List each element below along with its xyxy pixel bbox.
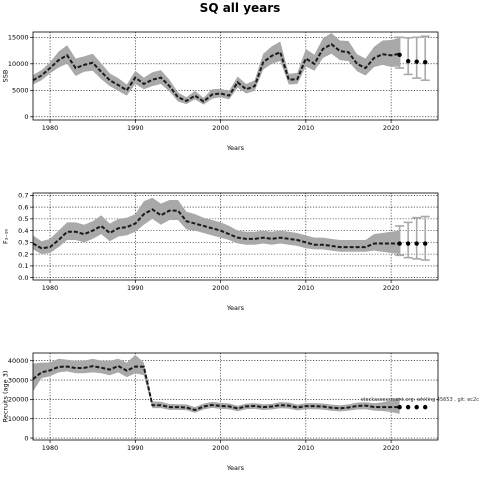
y-tick-label: 0.1	[18, 262, 28, 270]
confidence-band	[33, 197, 400, 255]
forecast-point	[397, 404, 402, 410]
forecast-point	[405, 58, 411, 64]
x-axis-label: Years	[226, 304, 245, 312]
estimate-line	[32, 364, 400, 412]
source-note: stockassessment.org: whiting 45653 , git…	[361, 397, 479, 403]
y-tick-label: 0.5	[18, 215, 28, 223]
figure-title: SQ all years	[200, 1, 281, 15]
forecast-point	[414, 59, 419, 64]
axes-frame	[32, 31, 439, 121]
y-tick-label: 20000	[8, 396, 29, 404]
x-tick-label: 2010	[298, 284, 315, 292]
y-tick-label: 10000	[8, 60, 29, 68]
estimate-line	[32, 208, 400, 250]
forecast-point	[414, 404, 419, 410]
x-tick-label: 2000	[212, 124, 229, 132]
x-tick-label: 2000	[212, 444, 229, 452]
y-axis-label: Recruits (age 3)	[2, 371, 10, 423]
x-axis-label: Years	[226, 464, 245, 472]
x-tick-label: 1980	[42, 444, 59, 452]
x-tick-label: 2010	[298, 444, 315, 452]
x-tick-label: 2020	[383, 284, 400, 292]
y-tick-label: 0	[24, 113, 28, 121]
y-tick-label: 0.2	[18, 250, 28, 258]
forecast-point	[405, 241, 411, 246]
y-tick-label: 0.4	[18, 227, 28, 235]
x-tick-label: 1980	[42, 124, 59, 132]
x-tick-label: 1990	[127, 284, 144, 292]
x-tick-label: 2020	[383, 124, 400, 132]
y-tick-label: 0	[24, 434, 28, 442]
y-tick-label: 40000	[8, 357, 29, 365]
x-tick-label: 1990	[127, 444, 144, 452]
estimate-line	[32, 42, 400, 103]
x-tick-label: 2020	[383, 444, 400, 452]
y-axis-label: F₃₋₁₀	[2, 229, 10, 244]
y-axis-label: SSB	[2, 70, 10, 83]
forecast-point	[423, 60, 428, 65]
axes-frame	[32, 192, 439, 281]
x-tick-label: 1990	[127, 124, 144, 132]
forecast-point	[414, 241, 419, 246]
forecast-point	[397, 241, 402, 246]
y-tick-label: 0.0	[18, 274, 28, 282]
axes-frame	[32, 352, 439, 441]
y-tick-label: 0.7	[18, 192, 28, 200]
forecast-point	[397, 52, 402, 57]
x-tick-label: 2010	[298, 124, 315, 132]
chart-panel-1: 1980 1990 2000 2010 2020 0 5000 10000 15000 Years…	[2, 31, 439, 152]
chart-panel-2: 1980 1990 2000 2010 2020 0.0 0.1 0.2 0.3 0.4 0.5 0.…	[2, 192, 439, 312]
y-tick-label: 5000	[12, 87, 29, 95]
panels: 1980 1990 2000 2010 2020 0 5000 10000 15000 Years…	[2, 31, 479, 472]
x-axis-label: Years	[226, 144, 245, 152]
x-tick-label: 2000	[212, 284, 229, 292]
forecast-point	[423, 404, 428, 410]
y-tick-label: 0.6	[18, 203, 28, 211]
x-tick-label: 1980	[42, 284, 59, 292]
forecast-point	[405, 404, 411, 410]
confidence-band	[33, 33, 400, 105]
y-tick-label: 10000	[8, 415, 29, 423]
chart-panel-3: 1980 1990 2000 2010 2020 0 10000 20000 30000 4000…	[2, 352, 439, 472]
forecast-point	[423, 241, 428, 246]
y-tick-label: 15000	[8, 34, 29, 42]
y-tick-label: 0.3	[18, 239, 28, 247]
y-tick-label: 30000	[8, 376, 29, 384]
